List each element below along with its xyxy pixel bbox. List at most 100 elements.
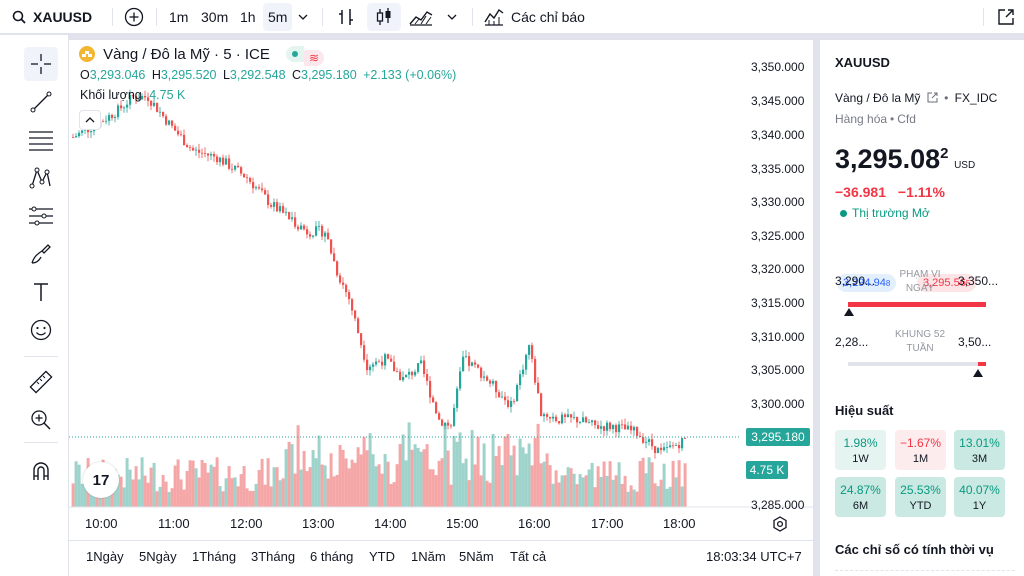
interval-1h[interactable]: 1h — [240, 9, 256, 25]
candle-body — [162, 111, 165, 117]
candle-body — [396, 371, 399, 373]
interval-1m[interactable]: 1m — [169, 9, 189, 25]
volume-bar — [218, 486, 222, 507]
volume-bar — [659, 479, 663, 507]
candle-body — [582, 417, 585, 423]
candle-body — [639, 435, 642, 438]
volume-bar — [512, 445, 516, 507]
candle-body — [90, 131, 93, 133]
collapse-legend-button[interactable] — [79, 110, 101, 130]
bar-style-button[interactable] — [337, 0, 355, 34]
perf-3m[interactable]: 13.01% 3M — [954, 430, 1005, 470]
volume-bar — [221, 491, 225, 507]
volume-bar — [278, 480, 282, 507]
volume-bar — [554, 470, 558, 507]
candle-body — [468, 356, 471, 366]
chart-type-dropdown[interactable] — [447, 0, 457, 34]
candle-body — [75, 136, 78, 138]
delayed-data-icon[interactable]: ≋ — [304, 50, 325, 66]
candle-body — [486, 376, 489, 381]
range-ytd[interactable]: YTD — [369, 549, 395, 564]
clock-display[interactable]: 18:03:34 UTC+7 — [706, 549, 802, 564]
chart-pane[interactable]: Vàng / Đô la Mỹ · 5 · ICE ≋ O3,293.046 H… — [69, 40, 813, 576]
candle-body — [177, 130, 180, 135]
candle-body — [180, 134, 183, 136]
candle-body — [636, 427, 639, 436]
candle-body — [147, 97, 150, 101]
low-label: L — [222, 68, 230, 82]
range-1m[interactable]: 1Tháng — [192, 549, 237, 564]
volume-bar — [254, 483, 258, 507]
range-3m[interactable]: 3Tháng — [251, 549, 296, 564]
range-5d[interactable]: 5Ngày — [139, 549, 177, 564]
volume-bar — [332, 476, 336, 507]
market-open-badge[interactable] — [286, 46, 305, 62]
panel-name[interactable]: Vàng / Đô la Mỹ — [835, 91, 921, 105]
candle-body — [342, 282, 345, 285]
interval-dropdown-button[interactable] — [298, 0, 308, 34]
open-external-icon[interactable] — [927, 92, 938, 103]
price-tick: 3,305.000 — [751, 363, 805, 377]
crosshair-tool[interactable] — [24, 47, 58, 81]
text-tool[interactable] — [24, 275, 58, 309]
magnet-tool[interactable] — [24, 454, 58, 488]
interval-5m[interactable]: 5m — [263, 3, 293, 31]
range-1y[interactable]: 1Năm — [411, 549, 446, 564]
trend-line-tool[interactable] — [24, 85, 58, 119]
volume-bar — [188, 460, 192, 507]
perf-ytd[interactable]: 25.53% YTD — [895, 477, 946, 517]
candle-body — [501, 396, 504, 398]
perf-6m[interactable]: 24.87% 6M — [835, 477, 886, 517]
perf-1w[interactable]: 1.98% 1W — [835, 430, 886, 470]
range-all[interactable]: Tất cả — [510, 549, 547, 564]
brush-tool[interactable] — [24, 237, 58, 271]
area-style-button[interactable] — [409, 0, 433, 34]
compare-add-button[interactable] — [124, 0, 144, 34]
candle-body — [414, 371, 417, 376]
prediction-tool[interactable] — [24, 199, 58, 233]
range-1d[interactable]: 1Ngày — [86, 549, 124, 564]
fib-tool[interactable] — [24, 123, 58, 157]
week52-low: 2,28... — [835, 335, 869, 349]
perf-1m[interactable]: −1.67% 1M — [895, 430, 946, 470]
candle-body — [321, 225, 324, 237]
text-icon — [34, 283, 48, 301]
volume-bar — [83, 474, 87, 507]
candle-body — [288, 212, 291, 220]
emoji-tool[interactable] — [24, 313, 58, 347]
panel-resize-handle[interactable] — [814, 40, 820, 576]
open-external-icon — [998, 9, 1014, 25]
panel-change: −36.981 — [835, 184, 886, 200]
candle-body — [153, 102, 156, 106]
chart-settings-button[interactable] — [771, 515, 789, 533]
volume-bar — [641, 457, 645, 507]
candle-body — [495, 381, 498, 393]
panel-source[interactable]: FX_IDC — [954, 91, 998, 105]
panel-symbol[interactable]: XAUUSD — [835, 55, 890, 70]
tradingview-logo[interactable]: 17 — [83, 462, 119, 498]
symbol-search-button[interactable]: XAUUSD — [12, 0, 92, 34]
volume-label: Khối lượng — [80, 88, 142, 102]
measure-tool[interactable] — [24, 365, 58, 399]
volume-bar — [308, 467, 312, 507]
candle-body — [402, 377, 405, 381]
range-6m[interactable]: 6 tháng — [310, 549, 354, 564]
candle-body — [579, 422, 582, 423]
perf-1y[interactable]: 40.07% 1Y — [954, 477, 1005, 517]
zoom-tool[interactable] — [24, 403, 58, 437]
candles-style-button[interactable] — [367, 3, 401, 31]
volume-bar — [578, 474, 582, 507]
range-5y[interactable]: 5Năm — [459, 549, 494, 564]
indicators-button[interactable]: Các chỉ báo — [484, 0, 585, 34]
candle-body — [555, 416, 558, 422]
volume-bar — [422, 449, 426, 507]
pattern-tool[interactable] — [24, 161, 58, 195]
interval-30m[interactable]: 30m — [201, 9, 229, 25]
volume-bar — [584, 475, 588, 507]
volume-bar — [668, 486, 672, 507]
price-tick: 3,340.000 — [751, 128, 805, 142]
candle-body — [300, 225, 303, 230]
fullscreen-button[interactable] — [997, 0, 1015, 34]
volume-bar — [488, 482, 492, 507]
candle-body — [264, 190, 267, 195]
